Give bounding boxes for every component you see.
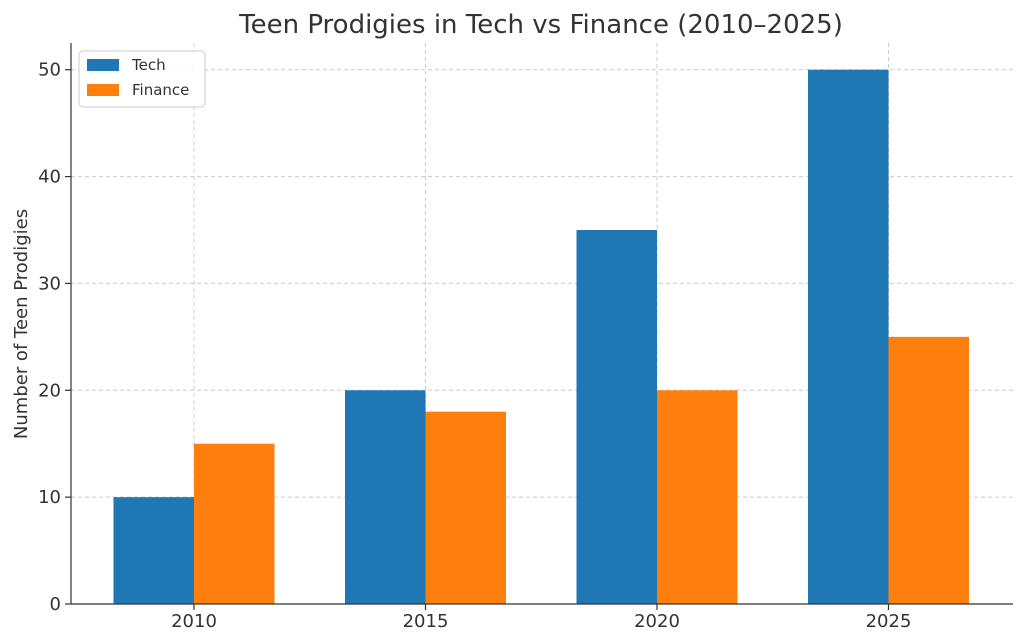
bar-tech-2015	[345, 390, 426, 604]
y-tick-label: 40	[38, 167, 61, 188]
x-tick-label: 2010	[171, 611, 217, 632]
bar-finance-2020	[657, 390, 738, 604]
bar-finance-2015	[425, 411, 506, 604]
y-tick-label: 30	[38, 273, 61, 294]
legend-swatch-tech	[87, 59, 119, 71]
chart-title: Teen Prodigies in Tech vs Finance (2010–…	[238, 10, 843, 40]
x-tick-label: 2025	[866, 611, 912, 632]
y-tick-label: 50	[38, 60, 61, 81]
legend-label-tech: Tech	[131, 56, 166, 74]
y-tick-label: 0	[50, 594, 61, 615]
bar-finance-2010	[194, 443, 275, 604]
axes	[65, 43, 1013, 610]
y-tick-label: 20	[38, 380, 61, 401]
x-tick-label: 2020	[634, 611, 680, 632]
y-tick-label: 10	[38, 487, 61, 508]
x-tick-label: 2015	[403, 611, 449, 632]
y-axis-label: Number of Teen Prodigies	[11, 209, 32, 439]
bar-tech-2020	[576, 230, 657, 604]
legend-swatch-finance	[87, 84, 119, 96]
legend-label-finance: Finance	[132, 81, 189, 99]
tick-labels: 0 10 20 30 40 50 2010 2015 2020 2025	[38, 60, 911, 632]
grid	[71, 43, 1013, 604]
legend: Tech Finance	[78, 50, 206, 108]
bar-finance-2025	[888, 336, 969, 604]
bars	[113, 69, 969, 604]
bar-tech-2025	[808, 69, 889, 604]
bar-tech-2010	[113, 497, 194, 604]
